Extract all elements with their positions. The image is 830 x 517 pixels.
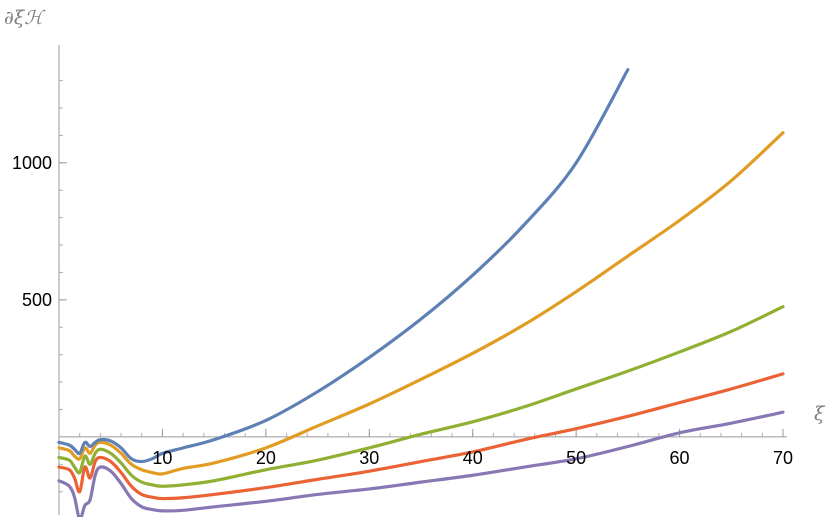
y-tick-label: 1000 [12, 153, 52, 173]
series-group [57, 68, 785, 517]
x-tick-label: 60 [670, 448, 690, 468]
x-axis-label: ξ [814, 403, 826, 425]
major-ticks [59, 162, 784, 437]
tick-labels: 10 20 30 40 50 60 70 500 1000 [12, 153, 793, 468]
series-line [57, 410, 785, 517]
minor-ticks [58, 80, 784, 493]
x-tick-label: 20 [256, 448, 276, 468]
series-line [57, 68, 630, 464]
y-tick-label: 500 [22, 290, 52, 310]
series-line [57, 131, 785, 476]
x-tick-label: 30 [359, 448, 379, 468]
series-line [57, 372, 785, 501]
series-line [57, 305, 785, 488]
x-tick-label: 40 [463, 448, 483, 468]
x-tick-label: 70 [773, 448, 793, 468]
x-tick-label: 10 [152, 448, 172, 468]
y-axis-label: ∂ξℋ [4, 7, 46, 29]
x-tick-label: 50 [566, 448, 586, 468]
